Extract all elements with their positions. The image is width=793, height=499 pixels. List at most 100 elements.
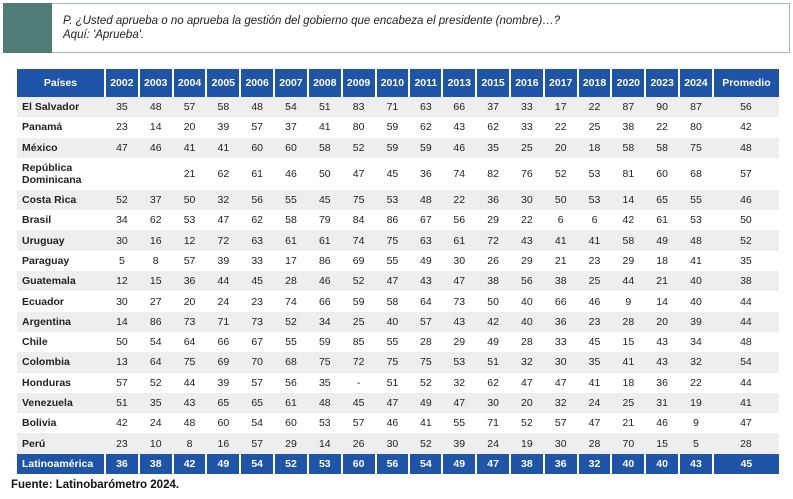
value-cell: 46 [307, 271, 342, 292]
value-cell: 75 [341, 189, 376, 211]
value-cell: 49 [645, 230, 680, 251]
value-cell: 39 [206, 372, 241, 393]
value-cell: 44 [611, 271, 646, 292]
value-cell: 61 [274, 230, 308, 251]
value-cell: 57 [543, 413, 578, 434]
value-cell: 28 [509, 331, 544, 353]
value-cell: 29 [476, 210, 510, 231]
value-cell: 32 [206, 189, 241, 211]
table-row: El Salvador 35 48 57 58 48 54 51 83 71 63 66 37 33 17 2… [17, 97, 779, 118]
table-row: Paraguay 5 8 57 39 33 17 86 69 55 49 30 26 29 21 23 29 18… [17, 250, 779, 272]
value-cell: 53 [172, 210, 207, 231]
value-cell: 13 [105, 352, 139, 373]
value-cell: 35 [138, 392, 173, 414]
country-cell: Colombia [17, 352, 105, 373]
total-value-cell: 36 [543, 453, 579, 474]
value-cell: 65 [645, 189, 680, 211]
value-cell: 75 [409, 352, 443, 373]
value-cell: 29 [611, 250, 646, 272]
value-cell: 59 [409, 137, 443, 158]
value-cell: 69 [341, 250, 376, 272]
value-cell: 29 [509, 250, 544, 272]
table-row: Perú 23 10 8 16 57 29 14 26 30 52 39 24 19 30 28 70 15 5 28 [17, 433, 779, 454]
value-cell: 19 [509, 433, 544, 454]
value-cell: 67 [240, 331, 275, 353]
value-cell: 61 [240, 157, 275, 190]
value-cell: 41 [577, 372, 612, 393]
value-cell: 32 [442, 372, 477, 393]
value-cell: 56 [240, 189, 275, 211]
table-row: Chile 50 54 64 66 67 55 59 85 55 28 29 49 28 33 45 15 43 3… [17, 331, 779, 353]
value-cell: 70 [240, 352, 275, 373]
value-cell: 57 [240, 433, 275, 454]
average-cell: 48 [712, 331, 779, 353]
value-cell: 58 [375, 291, 410, 312]
header-2006: 2006 [240, 69, 276, 97]
value-cell: 43 [409, 271, 443, 292]
value-cell: 73 [240, 311, 275, 332]
value-cell: 53 [307, 413, 342, 434]
value-cell: 22 [679, 372, 713, 393]
value-cell: 59 [375, 137, 410, 158]
value-cell: 53 [679, 210, 713, 231]
value-cell: 63 [240, 230, 275, 251]
value-cell: 5 [105, 250, 139, 272]
header-2002: 2002 [105, 69, 140, 97]
value-cell: 43 [645, 352, 680, 373]
value-cell: 46 [645, 413, 680, 434]
total-value-cell: 38 [138, 453, 174, 474]
value-cell: 45 [341, 392, 376, 414]
value-cell: 52 [341, 137, 376, 158]
value-cell: 47 [509, 372, 544, 393]
value-cell: 25 [611, 392, 646, 414]
value-cell: 73 [442, 291, 477, 312]
value-cell: 14 [645, 291, 680, 312]
value-cell: 33 [543, 331, 578, 353]
total-value-cell: 40 [611, 453, 647, 474]
value-cell: 53 [375, 189, 410, 211]
table-row: Guatemala 12 15 36 44 45 28 46 52 47 43 47 38 56 38 25 4… [17, 271, 779, 292]
value-cell: 9 [679, 413, 713, 434]
value-cell: 30 [442, 250, 477, 272]
value-cell: 75 [307, 352, 342, 373]
value-cell: 15 [138, 271, 173, 292]
value-cell: 44 [172, 372, 207, 393]
value-cell: 53 [577, 189, 612, 211]
value-cell: 75 [679, 137, 713, 158]
country-cell: Panamá [17, 117, 105, 138]
value-cell: 62 [138, 210, 173, 231]
value-cell: 60 [240, 137, 275, 158]
value-cell: 6 [577, 210, 612, 231]
value-cell: 37 [274, 117, 308, 138]
value-cell: 55 [274, 189, 308, 211]
total-value-cell: 38 [509, 453, 545, 474]
value-cell: 67 [409, 210, 443, 231]
table-row: Bolivia 42 24 48 60 54 60 53 57 46 41 55 71 52 57 47 21 4… [17, 413, 779, 434]
value-cell: 48 [172, 413, 207, 434]
value-cell: 60 [274, 413, 308, 434]
value-cell: 5 [679, 433, 713, 454]
country-cell: Brasil [17, 210, 105, 231]
table-body: El Salvador 35 48 57 58 48 54 51 83 71 63 66 37 33 17 2… [17, 97, 779, 474]
value-cell: 32 [543, 392, 578, 414]
value-cell: 47 [105, 137, 139, 158]
value-cell: 49 [409, 250, 443, 272]
value-cell: 39 [442, 433, 477, 454]
value-cell: 33 [509, 117, 544, 138]
value-cell: 40 [509, 291, 544, 312]
average-cell: 52 [712, 230, 779, 251]
value-cell: 41 [577, 230, 612, 251]
accent-bar [3, 3, 53, 53]
value-cell: 20 [172, 291, 207, 312]
average-cell: 44 [712, 291, 779, 312]
country-cell: México [17, 137, 105, 158]
value-cell: 74 [274, 291, 308, 312]
header-paises: Países [17, 69, 106, 97]
value-cell: 55 [679, 189, 713, 211]
value-cell: 45 [375, 157, 410, 190]
value-cell: 48 [409, 189, 443, 211]
header-2007: 2007 [274, 69, 309, 97]
value-cell: 35 [307, 372, 342, 393]
value-cell: 21 [611, 413, 646, 434]
value-cell: 55 [274, 331, 308, 353]
